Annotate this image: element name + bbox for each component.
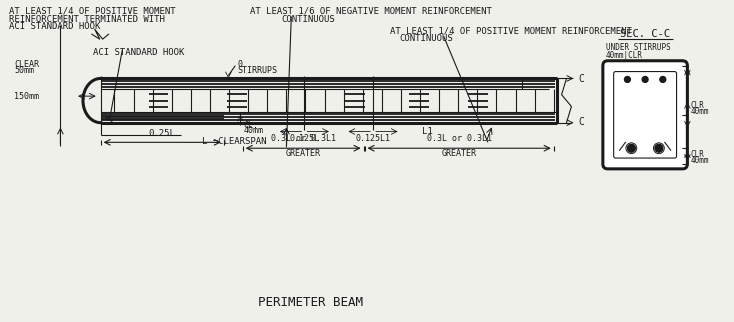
FancyBboxPatch shape bbox=[603, 61, 687, 169]
Text: C: C bbox=[578, 74, 584, 84]
Text: 50mm: 50mm bbox=[14, 66, 34, 75]
Text: 40mm: 40mm bbox=[690, 156, 709, 165]
Text: ACI STANDARD HOOK: ACI STANDARD HOOK bbox=[10, 23, 101, 32]
Text: 0.25L: 0.25L bbox=[149, 129, 175, 138]
Text: 40mm: 40mm bbox=[244, 126, 264, 135]
Text: AT LEAST 1/4 OF POSITIVE MOMENT: AT LEAST 1/4 OF POSITIVE MOMENT bbox=[10, 7, 176, 16]
Text: CONTINUOUS: CONTINUOUS bbox=[282, 14, 335, 24]
Circle shape bbox=[625, 77, 631, 82]
Circle shape bbox=[628, 144, 636, 152]
Text: 40mm: 40mm bbox=[690, 107, 709, 116]
Text: PERIMETER BEAM: PERIMETER BEAM bbox=[258, 296, 363, 309]
Text: CLEAR: CLEAR bbox=[14, 60, 39, 69]
Text: REINFORCEMENT TERMINATED WITH: REINFORCEMENT TERMINATED WITH bbox=[10, 14, 165, 24]
Text: CLR: CLR bbox=[690, 150, 704, 159]
Text: CONTINUOUS: CONTINUOUS bbox=[399, 34, 453, 43]
Text: L1: L1 bbox=[422, 127, 433, 136]
Text: AT LEAST 1/4 OF POSITIVE MOMENT REINFORCEMENT: AT LEAST 1/4 OF POSITIVE MOMENT REINFORC… bbox=[390, 26, 631, 35]
Text: GREATER: GREATER bbox=[442, 149, 476, 158]
Text: 0: 0 bbox=[237, 60, 242, 69]
Text: L =CLEARSPAN: L =CLEARSPAN bbox=[202, 137, 266, 146]
Text: CL.: CL. bbox=[244, 121, 258, 130]
Text: C: C bbox=[578, 117, 584, 127]
Text: STIRRUPS: STIRRUPS bbox=[237, 66, 277, 75]
Text: AT LEAST 1/6 OF NEGATIVE MOMENT REINFORCEMENT: AT LEAST 1/6 OF NEGATIVE MOMENT REINFORC… bbox=[250, 7, 492, 16]
Text: SEC. C-C: SEC. C-C bbox=[620, 29, 670, 39]
Text: 0.125L1: 0.125L1 bbox=[355, 135, 390, 144]
Text: CLR: CLR bbox=[690, 101, 704, 110]
Circle shape bbox=[655, 144, 663, 152]
Text: GREATER: GREATER bbox=[286, 149, 321, 158]
Text: 0.3L or 0.3L1: 0.3L or 0.3L1 bbox=[426, 134, 492, 143]
Circle shape bbox=[642, 77, 648, 82]
Circle shape bbox=[660, 77, 666, 82]
Text: 150mm: 150mm bbox=[14, 92, 39, 101]
Text: ACI STANDARD HOOK: ACI STANDARD HOOK bbox=[92, 48, 184, 57]
Text: UNDER STIRRUPS: UNDER STIRRUPS bbox=[606, 43, 671, 52]
Text: 40mm|CLR: 40mm|CLR bbox=[606, 51, 643, 60]
Text: 0.125L: 0.125L bbox=[289, 135, 319, 144]
Text: 0.3L or 0.3L1: 0.3L or 0.3L1 bbox=[271, 134, 335, 143]
